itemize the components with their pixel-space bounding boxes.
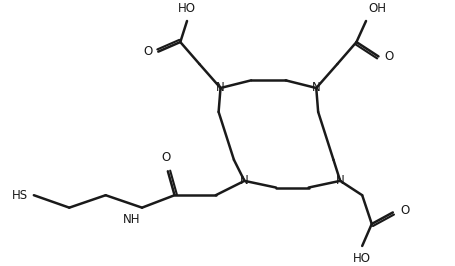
Text: OH: OH xyxy=(367,2,385,15)
Text: N: N xyxy=(311,81,320,94)
Text: HO: HO xyxy=(353,252,370,265)
Text: O: O xyxy=(161,151,170,164)
Text: HO: HO xyxy=(177,2,196,15)
Text: N: N xyxy=(335,174,344,187)
Text: O: O xyxy=(143,45,152,58)
Text: HS: HS xyxy=(12,189,28,202)
Text: O: O xyxy=(384,50,393,63)
Text: NH: NH xyxy=(122,213,140,226)
Text: N: N xyxy=(239,174,248,187)
Text: N: N xyxy=(216,81,224,94)
Text: O: O xyxy=(399,204,409,217)
